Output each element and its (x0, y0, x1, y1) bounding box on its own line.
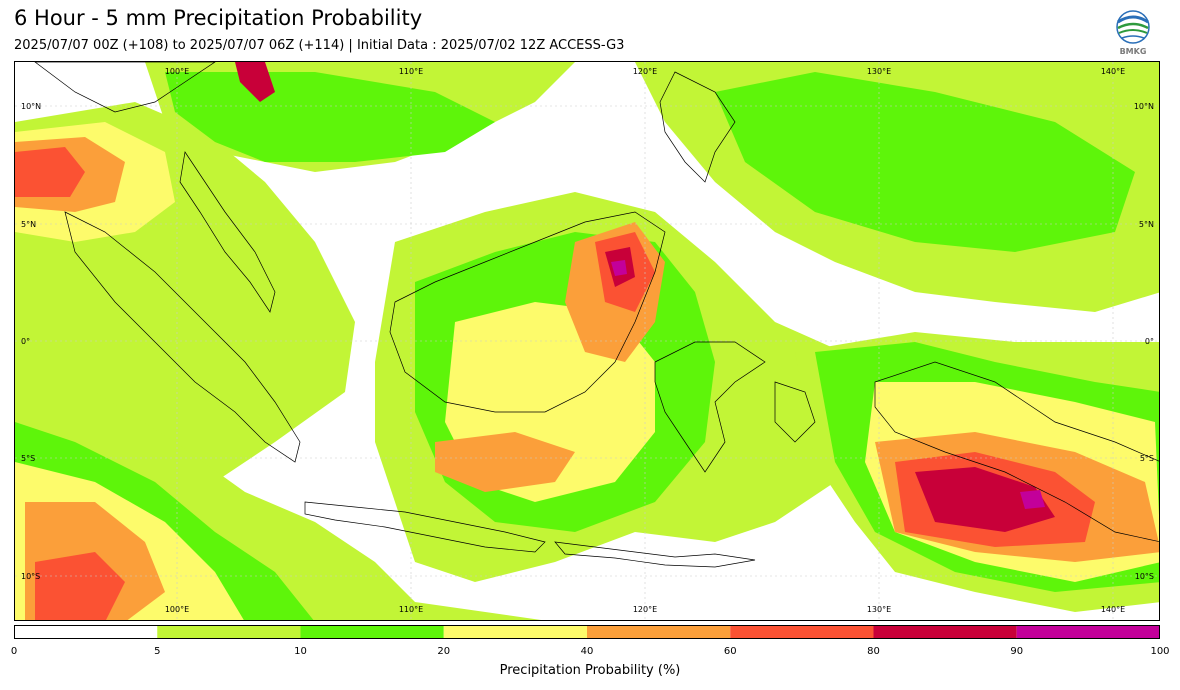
colorbar (14, 625, 1160, 639)
coast-philippines (659, 71, 736, 183)
precipitation-fields (15, 62, 1159, 620)
field-green-north (165, 72, 495, 162)
field-magenta-east (1020, 490, 1045, 509)
field-green-ne (715, 72, 1135, 252)
lon-label-top: 110°E (399, 67, 423, 76)
colorbar-segment (300, 625, 444, 639)
lat-labels-left: 10°N 5°N 0° 5°S 10°S (21, 102, 41, 581)
lon-label-top: 130°E (867, 67, 891, 76)
field-magenta-center (611, 260, 627, 276)
gridlines (15, 62, 1159, 620)
coast-java (304, 501, 546, 553)
coast-malay-peninsula (179, 151, 276, 313)
colorbar-tick-label: 60 (723, 646, 737, 657)
colorbar-segment (443, 625, 587, 639)
colorbar-segment (1016, 625, 1160, 639)
colorbar-segment (14, 625, 158, 639)
bmkg-logo: BMKG (1116, 10, 1150, 56)
coast-papua (874, 361, 1159, 542)
colorbar-title: Precipitation Probability (%) (499, 663, 681, 678)
colorbar-tick-label: 20 (437, 646, 451, 657)
coast-borneo (389, 211, 666, 413)
lat-label-right: 5°S (1140, 454, 1154, 463)
lon-labels-top: 100°E 110°E 120°E 130°E 140°E (165, 67, 1125, 76)
lon-label-bottom: 120°E (633, 605, 657, 614)
lat-label-right: 5°N (1139, 220, 1154, 229)
colorbar-segment (730, 625, 874, 639)
coast-sumatra (64, 211, 301, 463)
lon-label-bottom: 100°E (165, 605, 189, 614)
coast-indochina (34, 62, 216, 113)
map-canvas: 100°E 110°E 120°E 130°E 140°E 100°E 110°… (15, 62, 1159, 620)
colorbar-tick-label: 100 (1150, 646, 1170, 657)
colorbar-segment (587, 625, 731, 639)
lat-labels-right: 10°N 5°N 0° 5°S 10°S (1134, 102, 1154, 581)
coast-sulawesi (654, 341, 766, 473)
lon-label-bottom: 130°E (867, 605, 891, 614)
lat-label-left: 0° (21, 337, 30, 346)
lat-label-right: 10°S (1135, 572, 1154, 581)
lat-label-left: 5°S (21, 454, 35, 463)
colorbar-border (14, 625, 1160, 639)
chart-subtitle: 2025/07/07 00Z (+108) to 2025/07/07 06Z … (14, 38, 625, 53)
lon-label-bottom: 140°E (1101, 605, 1125, 614)
field-crimson-east (915, 467, 1055, 532)
lat-label-left: 10°S (21, 572, 40, 581)
lon-labels-bottom: 100°E 110°E 120°E 130°E 140°E (165, 605, 1125, 614)
lon-label-top: 120°E (633, 67, 657, 76)
colorbar-segment (157, 625, 301, 639)
lat-label-right: 0° (1145, 337, 1154, 346)
logo-lettering: BMKG (1120, 47, 1147, 56)
colorbar-tick-label: 10 (294, 646, 307, 657)
field-crimson-north (235, 62, 275, 102)
colorbar-tick-label: 80 (867, 646, 880, 657)
precipitation-map[interactable]: 100°E 110°E 120°E 130°E 140°E 100°E 110°… (14, 61, 1160, 621)
chart-title: 6 Hour - 5 mm Precipitation Probability (14, 6, 423, 30)
field-orange-mid (435, 432, 575, 492)
coast-maluku (774, 381, 816, 443)
colorbar-tick-label: 40 (580, 646, 594, 657)
lat-label-left: 10°N (21, 102, 41, 111)
lat-label-left: 5°N (21, 220, 36, 229)
lon-label-top: 140°E (1101, 67, 1125, 76)
colorbar-tick-label: 5 (154, 646, 161, 657)
coast-nusa-tenggara (554, 541, 756, 568)
lon-label-bottom: 110°E (399, 605, 423, 614)
colorbar-segment (873, 625, 1017, 639)
field-red-sw (35, 552, 125, 620)
field-red-nw (15, 147, 85, 197)
lon-label-top: 100°E (165, 67, 189, 76)
colorbar-tick-label: 0 (10, 646, 18, 657)
coastlines (34, 62, 1159, 568)
colorbar-tick-label: 90 (1010, 646, 1024, 657)
lat-label-right: 10°N (1134, 102, 1154, 111)
